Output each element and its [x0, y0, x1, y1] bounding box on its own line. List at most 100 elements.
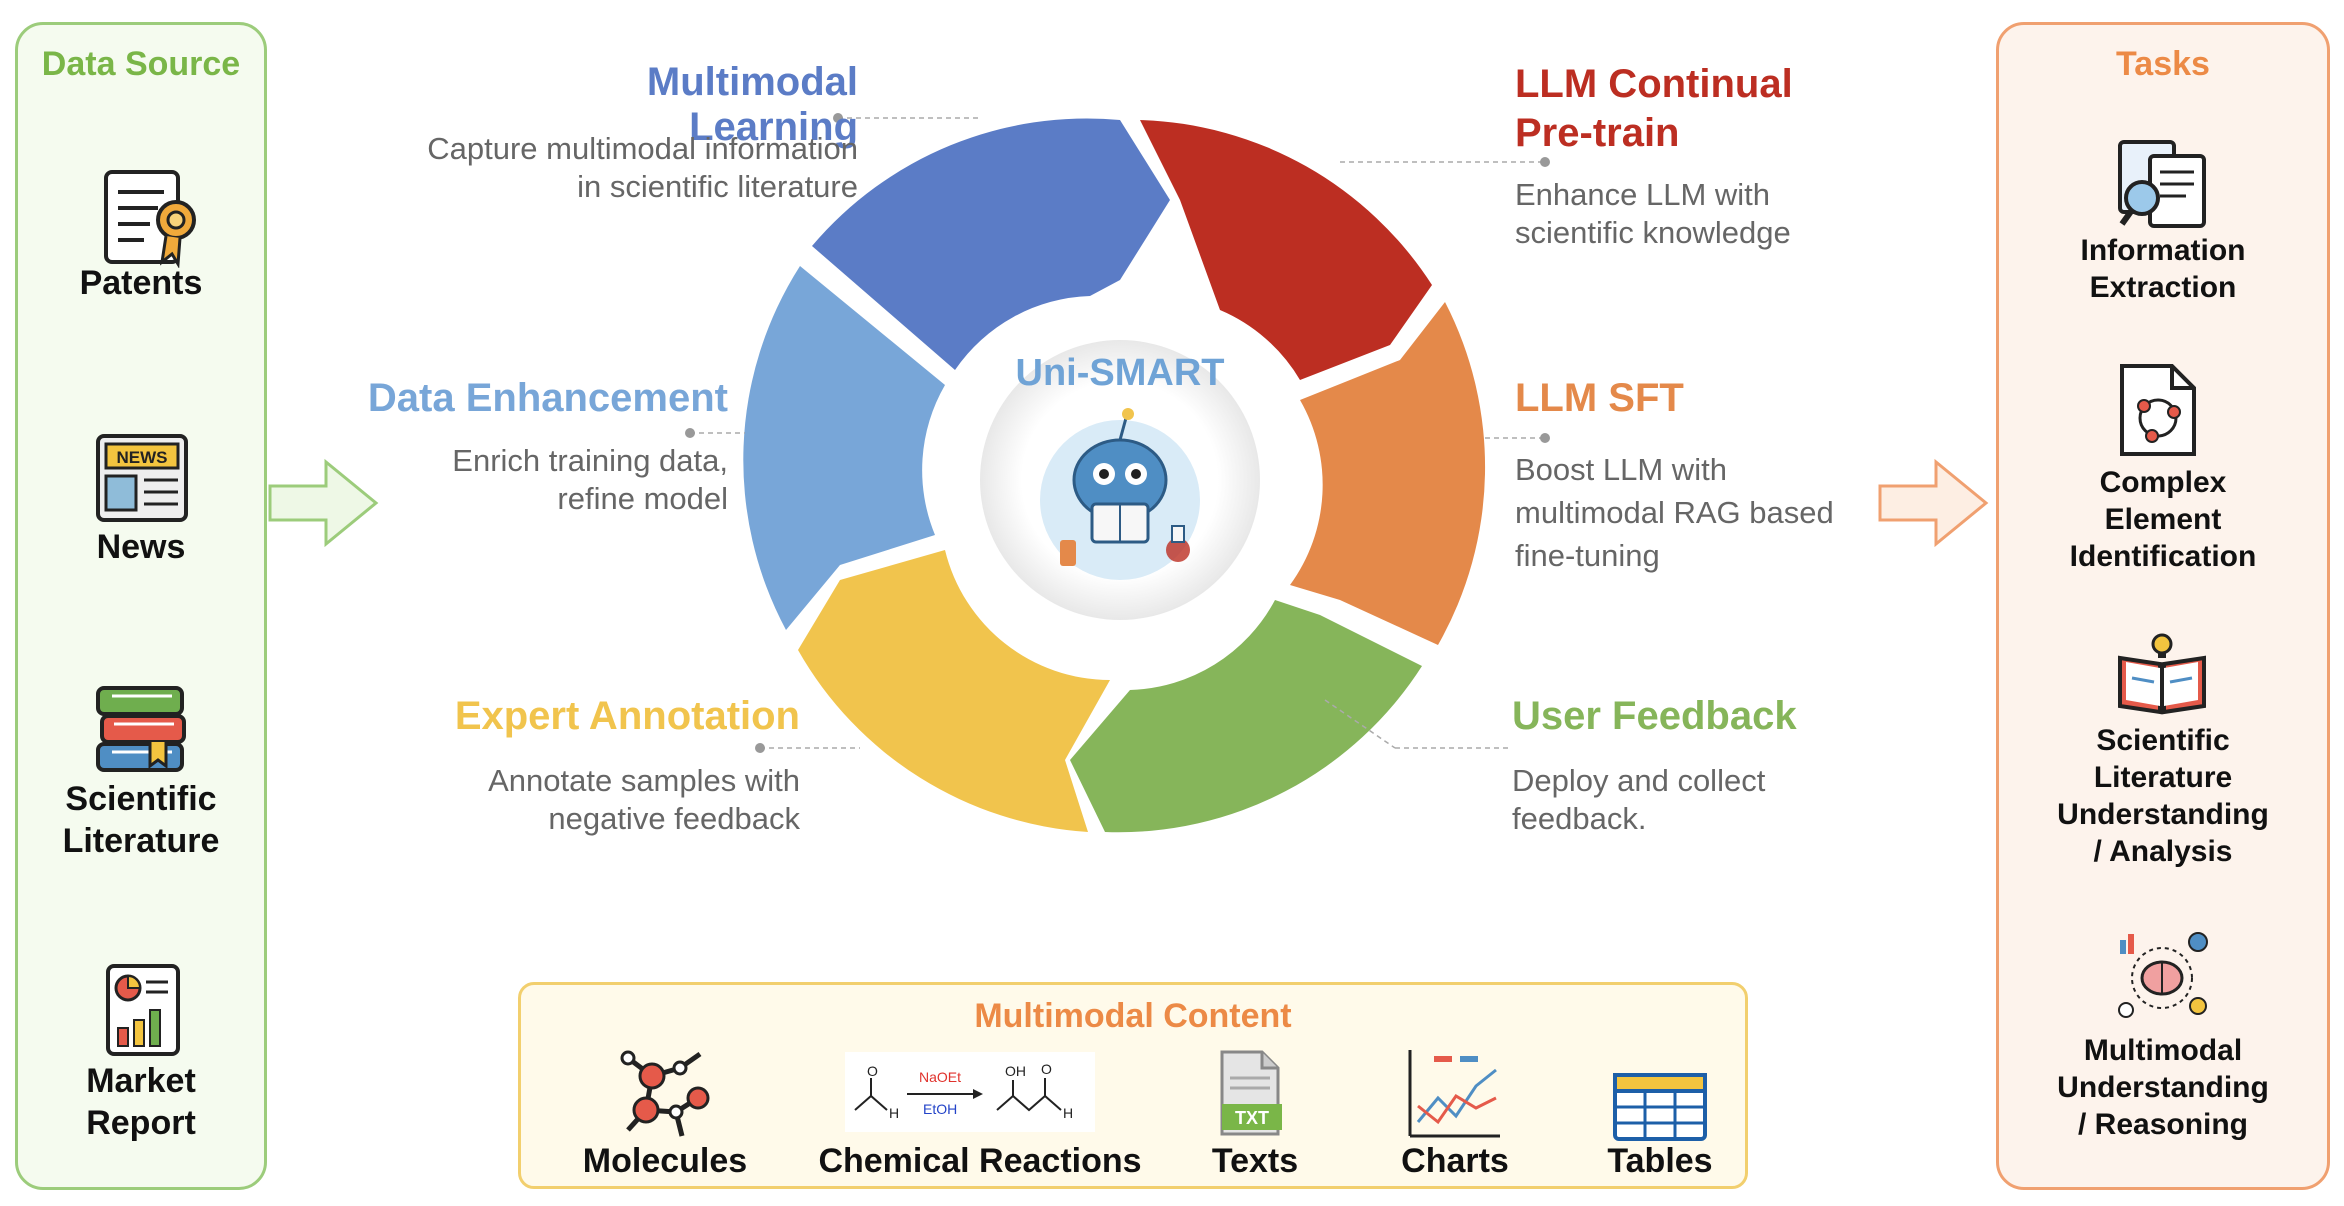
stage-title-data-enhancement: Data Enhancement — [367, 376, 728, 420]
source-label-line: Scientific — [65, 780, 217, 818]
stage-desc-line: negative feedback — [548, 801, 800, 836]
task-label-line: Literature — [2093, 761, 2233, 794]
leader-user-feedback-a — [1324, 699, 1396, 749]
stage-desc-line: refine model — [557, 481, 728, 516]
task-label-information-extraction: Information Extraction — [2000, 232, 2326, 306]
source-label-line: Market — [86, 1062, 196, 1100]
segment-data-enhancement — [743, 266, 945, 630]
stage-title-user-feedback: User Feedback — [1512, 694, 1797, 738]
newspaper-icon: NEWS — [96, 434, 188, 522]
table-icon — [1613, 1073, 1707, 1141]
multimodal-content-box: Multimodal Content — [518, 982, 1748, 1189]
stage-title-llm-continual-pretrain: LLM Continual Pre-train — [1515, 60, 1915, 158]
stage-desc-line: Enrich training data, — [452, 443, 728, 478]
stage-title-line: LLM Continual — [1515, 62, 1793, 106]
task-label-line: Identification — [2069, 540, 2257, 573]
text-file-icon: TXT — [1220, 1050, 1282, 1136]
stage-desc-llm-sft: Boost LLM with multimodal RAG based fine… — [1515, 448, 1915, 577]
source-to-cycle-arrow — [268, 458, 379, 548]
content-label-texts: Texts — [1211, 1142, 1299, 1180]
multimodal-content-title: Multimodal Content — [974, 997, 1292, 1035]
content-label-molecules: Molecules — [582, 1142, 748, 1180]
stage-title-line: Pre-train — [1515, 111, 1680, 155]
task-label-multimodal-understanding-reasoning: Multimodal Understanding / Reasoning — [2000, 1032, 2326, 1143]
brain-reasoning-icon — [2118, 932, 2208, 1018]
content-label-chemical-reactions: Chemical Reactions — [818, 1142, 1142, 1180]
document-search-icon — [2118, 140, 2206, 228]
source-label-scientific-literature: Scientific Literature — [18, 778, 264, 862]
stage-desc-line: Boost LLM with — [1515, 452, 1727, 487]
market-report-icon — [106, 964, 180, 1056]
open-book-bulb-icon — [2118, 633, 2206, 715]
stage-title-multimodal-learning: Multimodal Learning — [646, 60, 858, 149]
stage-desc-llm-continual-pretrain: Enhance LLM with scientific knowledge — [1515, 176, 1915, 252]
leader-dot — [1540, 157, 1550, 167]
patent-certificate-icon — [104, 170, 196, 268]
chart-icon — [1408, 1050, 1500, 1138]
task-label-line: Understanding — [2057, 798, 2269, 831]
reaction-h-right: H — [1063, 1105, 1073, 1121]
stage-desc-data-enhancement: Enrich training data, refine model — [330, 442, 728, 518]
leader-dot — [755, 743, 765, 753]
stage-desc-line: in scientific literature — [577, 169, 858, 204]
stage-desc-multimodal-learning: Capture multimodal information in scient… — [340, 130, 858, 206]
reaction-o-right: O — [1041, 1061, 1052, 1077]
cycle-diagram — [743, 118, 1486, 833]
task-label-scientific-literature-understanding: Scientific Literature Understanding / An… — [2000, 722, 2326, 870]
task-label-line: Element — [2104, 503, 2222, 536]
segment-llm-sft — [1290, 302, 1486, 645]
stage-desc-line: scientific knowledge — [1515, 215, 1791, 250]
cycle-to-tasks-arrow — [1878, 458, 1989, 548]
stage-desc-line: multimodal RAG based — [1515, 495, 1834, 530]
stage-desc-line: Deploy and collect — [1512, 763, 1766, 798]
document-graph-icon — [2120, 364, 2196, 456]
task-label-line: / Reasoning — [2077, 1108, 2249, 1141]
content-label-tables: Tables — [1607, 1142, 1713, 1180]
stage-title-expert-annotation: Expert Annotation — [454, 694, 800, 738]
segment-llm-continual-pretrain — [1140, 120, 1432, 380]
source-label-market-report: Market Report — [18, 1060, 264, 1144]
content-label-charts: Charts — [1401, 1142, 1509, 1180]
task-label-line: Scientific — [2096, 724, 2230, 757]
books-stack-icon — [96, 686, 186, 772]
task-label-line: Complex — [2099, 466, 2227, 499]
stage-desc-line: fine-tuning — [1515, 538, 1660, 573]
stage-title-llm-sft: LLM SFT — [1515, 376, 1684, 420]
stage-desc-user-feedback: Deploy and collect feedback. — [1512, 762, 1912, 838]
source-label-line: Literature — [62, 822, 220, 860]
source-label-news: News — [96, 528, 186, 566]
leader-dot — [1540, 433, 1550, 443]
task-label-line: Information — [2080, 234, 2246, 267]
segment-multimodal-learning — [812, 118, 1170, 370]
segment-user-feedback — [1070, 600, 1422, 833]
reaction-reagent: NaOEt — [919, 1069, 961, 1085]
news-badge-text: NEWS — [117, 448, 168, 467]
data-source-title: Data Source — [41, 45, 241, 83]
stage-desc-line: Enhance LLM with — [1515, 177, 1771, 212]
leader-dot — [833, 113, 843, 123]
stage-desc-line: feedback. — [1512, 801, 1647, 836]
task-label-line: Multimodal — [2083, 1034, 2243, 1067]
reaction-o-left: O — [867, 1063, 878, 1079]
tasks-title: Tasks — [2116, 45, 2210, 83]
leader-dot — [685, 428, 695, 438]
source-label-line: Report — [86, 1104, 196, 1142]
task-label-line: / Analysis — [2093, 835, 2233, 868]
task-label-line: Extraction — [2089, 271, 2237, 304]
text-file-badge: TXT — [1235, 1108, 1269, 1128]
reaction-oh: OH — [1005, 1063, 1026, 1079]
stage-desc-expert-annotation: Annotate samples with negative feedback — [400, 762, 800, 838]
chemical-reaction-icon: O H NaOEt EtOH OH O H — [845, 1052, 1095, 1132]
task-label-complex-element-identification: Complex Element Identification — [2000, 464, 2326, 575]
hub-title: Uni-SMART — [1015, 352, 1225, 394]
source-label-patents: Patents — [79, 264, 203, 302]
reaction-solvent: EtOH — [923, 1101, 957, 1117]
stage-desc-line: Capture multimodal information — [427, 131, 858, 166]
task-label-line: Understanding — [2057, 1071, 2269, 1104]
robot-mascot-icon — [1040, 408, 1200, 580]
stage-desc-line: Annotate samples with — [488, 763, 800, 798]
molecule-icon — [620, 1050, 710, 1137]
segment-expert-annotation — [798, 550, 1110, 832]
reaction-h-left: H — [889, 1105, 899, 1121]
